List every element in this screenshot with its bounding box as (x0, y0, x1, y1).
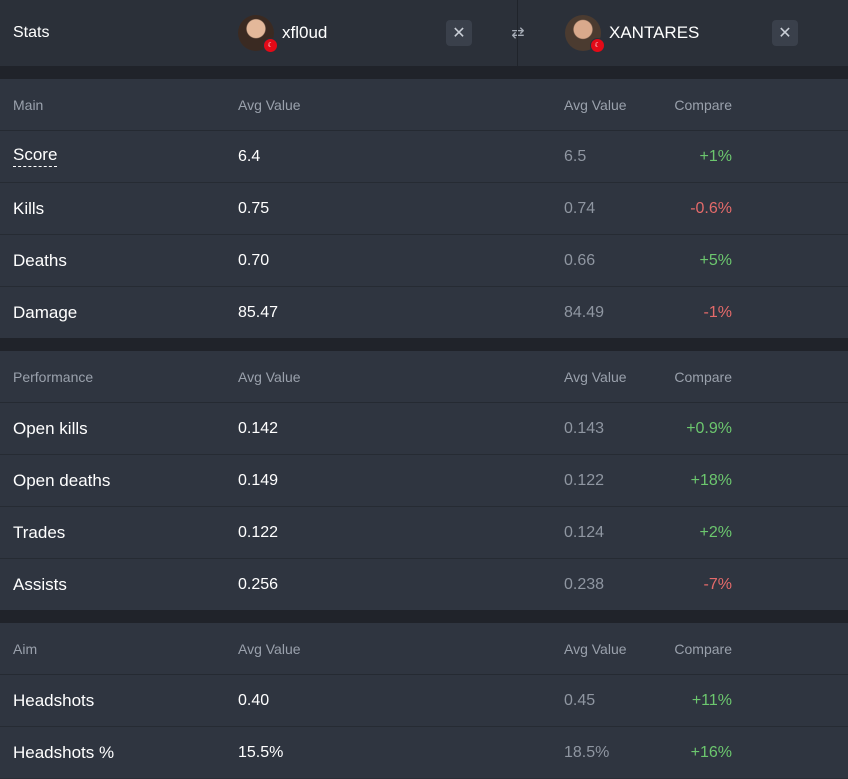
compare-value: -1% (703, 303, 732, 321)
section-gap (0, 66, 848, 79)
stat-row: Open deaths 0.149 0.122 +18% (0, 455, 848, 507)
compare-value: +1% (699, 147, 732, 165)
stat-label: Headshots (13, 675, 94, 726)
swap-icon: ⇄ (511, 25, 525, 42)
stat-label: Trades (13, 507, 65, 558)
player2-value: 0.66 (564, 251, 596, 269)
header-divider (517, 0, 518, 66)
stat-row: Deaths 0.70 0.66 +5% (0, 235, 848, 287)
player1-name[interactable]: xfl0ud (282, 23, 328, 42)
player1-value: 0.70 (238, 251, 270, 269)
stats-section: Aim Avg Value Avg Value Compare Headshots 0.4… (0, 623, 848, 778)
stat-row: Headshots 0.40 0.45 +11% (0, 675, 848, 727)
section-header: Aim Avg Value Avg Value Compare (0, 623, 848, 675)
player2-value: 0.74 (564, 199, 596, 217)
compare-value: +2% (699, 523, 732, 541)
section-gap (0, 610, 848, 623)
section-title: Aim (13, 640, 38, 657)
col-compare: Compare (674, 368, 732, 385)
swap-players-button[interactable]: ⇄ (505, 20, 531, 46)
comparison-header: Stats ☾ xfl0ud ✕ ⇄ ☾ XANTARES ✕ (0, 0, 848, 66)
stat-label-text: Headshots (13, 690, 95, 710)
close-icon: ✕ (778, 25, 792, 42)
compare-value: +5% (699, 251, 732, 269)
section-title: Main (13, 96, 44, 113)
player1-value: 0.142 (238, 419, 279, 437)
turkey-flag-icon: ☾ (263, 38, 278, 53)
col-avg-value-player2: Avg Value (564, 368, 627, 385)
stat-label[interactable]: Score (13, 131, 58, 182)
stat-label: Damage (13, 287, 77, 338)
stats-sections: Main Avg Value Avg Value Compare Score 6.4 6.5… (0, 66, 848, 778)
player2-avatar: ☾ (565, 15, 605, 53)
stats-section: Main Avg Value Avg Value Compare Score 6.4 6.5… (0, 79, 848, 338)
player1-avatar: ☾ (238, 15, 278, 53)
player1-value: 0.40 (238, 691, 270, 709)
col-avg-value-player1: Avg Value (238, 368, 301, 385)
player2-value: 0.122 (564, 471, 605, 489)
col-avg-value-player1: Avg Value (238, 96, 301, 113)
stat-label-text: Open deaths (13, 470, 111, 490)
player2-value: 6.5 (564, 147, 587, 165)
compare-value: +18% (690, 471, 732, 489)
stat-row: Assists 0.256 0.238 -7% (0, 559, 848, 610)
player1-value: 6.4 (238, 147, 261, 165)
compare-value: +0.9% (686, 419, 732, 437)
player1-value: 0.122 (238, 523, 279, 541)
stat-label: Kills (13, 183, 44, 234)
compare-value: -0.6% (690, 199, 732, 217)
col-avg-value-player2: Avg Value (564, 640, 627, 657)
player2-value: 0.124 (564, 523, 605, 541)
stat-label-text: Damage (13, 302, 78, 322)
col-avg-value-player1: Avg Value (238, 640, 301, 657)
stat-label-text: Kills (13, 198, 45, 218)
player2-value: 18.5% (564, 743, 610, 761)
player1-value: 0.75 (238, 199, 270, 217)
player2-value: 0.143 (564, 419, 605, 437)
stat-row: Headshots % 15.5% 18.5% +16% (0, 727, 848, 778)
stat-row: Score 6.4 6.5 +1% (0, 131, 848, 183)
compare-value: +11% (691, 691, 732, 709)
stat-label-text: Open kills (13, 418, 88, 438)
player2-name[interactable]: XANTARES (609, 23, 700, 42)
section-gap (0, 338, 848, 351)
section-header: Performance Avg Value Avg Value Compare (0, 351, 848, 403)
section-title: Performance (13, 368, 94, 385)
close-icon: ✕ (452, 25, 466, 42)
stat-label: Open deaths (13, 455, 110, 506)
player1-value: 0.256 (238, 575, 279, 593)
stat-label: Headshots % (13, 727, 114, 778)
player1-value: 85.47 (238, 303, 279, 321)
player1[interactable]: ☾ xfl0ud (238, 13, 327, 53)
stat-label-text: Deaths (13, 250, 67, 270)
stat-label: Open kills (13, 403, 88, 454)
stats-label: Stats (13, 24, 50, 41)
stat-label: Assists (13, 559, 67, 610)
compare-value: -7% (703, 575, 732, 593)
section-header: Main Avg Value Avg Value Compare (0, 79, 848, 131)
remove-player2-button[interactable]: ✕ (772, 20, 798, 46)
stat-label-text: Assists (13, 574, 67, 594)
col-compare: Compare (674, 640, 732, 657)
stat-label-text: Trades (13, 522, 66, 542)
player2[interactable]: ☾ XANTARES (565, 13, 699, 53)
stats-section: Performance Avg Value Avg Value Compare Open… (0, 351, 848, 610)
stat-label: Deaths (13, 235, 67, 286)
stat-row: Kills 0.75 0.74 -0.6% (0, 183, 848, 235)
stat-row: Trades 0.122 0.124 +2% (0, 507, 848, 559)
stat-row: Open kills 0.142 0.143 +0.9% (0, 403, 848, 455)
player1-value: 15.5% (238, 743, 284, 761)
stat-label-text: Headshots % (13, 742, 115, 762)
col-avg-value-player2: Avg Value (564, 96, 627, 113)
compare-value: +16% (690, 743, 732, 761)
player2-value: 84.49 (564, 303, 605, 321)
turkey-flag-icon: ☾ (590, 38, 605, 53)
player1-value: 0.149 (238, 471, 279, 489)
player2-value: 0.238 (564, 575, 605, 593)
stat-label-text[interactable]: Score (13, 145, 58, 167)
remove-player1-button[interactable]: ✕ (446, 20, 472, 46)
col-compare: Compare (674, 96, 732, 113)
stat-row: Damage 85.47 84.49 -1% (0, 287, 848, 338)
player2-value: 0.45 (564, 691, 596, 709)
